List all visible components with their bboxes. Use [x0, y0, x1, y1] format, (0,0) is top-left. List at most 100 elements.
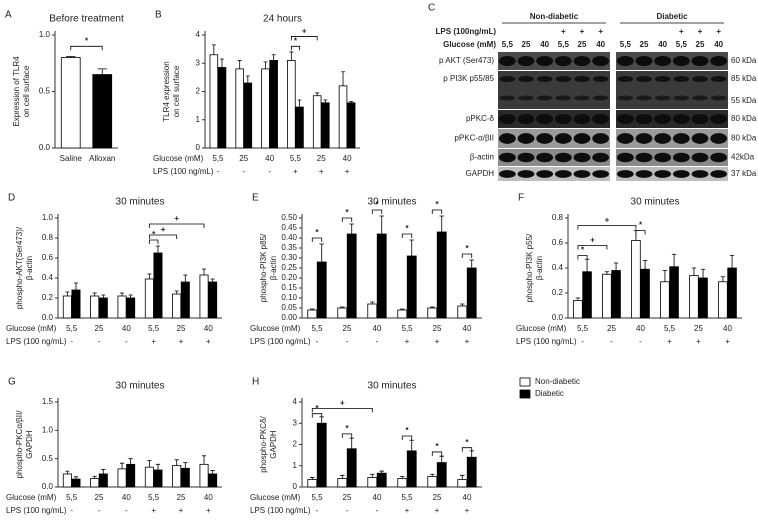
y-tick-label: 2 — [293, 440, 298, 449]
blot-band — [672, 113, 690, 125]
bar — [406, 255, 417, 319]
lps-label: + — [179, 337, 184, 346]
x-tick-label: 25 — [177, 324, 186, 333]
blot-band — [517, 113, 535, 125]
blot-band — [616, 170, 634, 178]
error-bar — [220, 58, 224, 68]
x-tick-label: 25 — [694, 324, 703, 333]
y-tick-label: 0.50 — [281, 213, 297, 222]
lps-label: - — [242, 167, 245, 176]
y-tick-label: 0.2 — [552, 288, 564, 297]
error-bar — [400, 475, 405, 479]
blot-band — [692, 95, 708, 101]
blot-kda: 80 kDa — [731, 134, 757, 143]
y-tick-label: 4 — [293, 397, 298, 406]
bar — [62, 295, 72, 319]
y-tick-label: 0.20 — [281, 273, 297, 282]
blot-strip — [498, 71, 610, 109]
error-bar — [430, 473, 435, 477]
bar — [346, 448, 357, 488]
bar — [338, 85, 348, 149]
significance-bracket — [461, 253, 473, 258]
error-bar — [297, 99, 302, 108]
x-tick-label: 5,5 — [401, 493, 413, 502]
blot-band — [499, 76, 516, 82]
error-bar — [642, 260, 648, 270]
blot-lps: + — [561, 27, 566, 36]
x-row-label: Glucose (mM) — [6, 493, 57, 502]
error-bar — [97, 68, 107, 75]
significance-mark: * — [85, 36, 89, 45]
bar — [669, 266, 679, 319]
blot-band — [654, 55, 672, 67]
x-tick-label: 25 — [343, 324, 352, 333]
panel-letter: E — [252, 193, 259, 204]
blot-band — [518, 95, 534, 101]
bar — [427, 307, 438, 319]
significance-mark: * — [581, 246, 585, 255]
blot-lps: + — [580, 27, 585, 36]
lps-label: - — [376, 506, 379, 515]
blot-band — [692, 76, 708, 82]
lps-label: - — [346, 506, 349, 515]
blot-glucose: 5,5 — [558, 40, 570, 49]
blot-band — [573, 170, 591, 178]
error-bar — [691, 267, 697, 276]
y-tick-label: 0.35 — [281, 243, 297, 252]
x-tick-label: 25 — [433, 324, 442, 333]
significance-mark: + — [590, 236, 595, 245]
error-bar — [469, 450, 474, 458]
y-axis-label: phospho-PI3K p85/ — [259, 233, 268, 302]
lps-label: - — [316, 337, 319, 346]
error-bar — [65, 470, 70, 474]
x-tick-label: 25 — [95, 324, 104, 333]
x-row-label: Glucose (mM) — [250, 324, 301, 333]
bar — [153, 252, 163, 319]
bar — [316, 422, 327, 488]
y-tick-label: 1.0 — [39, 30, 51, 39]
x-tick-label: 25 — [239, 154, 248, 163]
blot-band — [536, 113, 554, 125]
error-bar — [460, 474, 465, 480]
bar — [346, 233, 357, 319]
blot-band — [672, 170, 690, 178]
y-tick-label: 0.05 — [281, 303, 297, 312]
bar — [316, 261, 327, 319]
bar — [62, 473, 72, 488]
x-tick-label: 40 — [204, 493, 213, 502]
error-bar — [323, 99, 328, 103]
blot-row-label: p PI3K p55/85 — [443, 74, 494, 83]
blot-band — [672, 55, 690, 67]
chart-title: 24 hours — [263, 14, 302, 25]
blot-kda: 60 kDa — [731, 56, 757, 65]
x-tick-label: 40 — [463, 493, 472, 502]
y-tick-label: 1.0 — [42, 213, 54, 222]
lps-label: + — [206, 506, 211, 515]
error-bar — [155, 463, 161, 470]
y-axis-label: GAPDH — [269, 430, 278, 459]
blot-band — [673, 76, 690, 82]
y-tick-label: 0.0 — [42, 482, 54, 491]
error-bar — [379, 470, 384, 474]
panel-letter: C — [428, 3, 435, 14]
panel-letter: A — [5, 10, 12, 21]
x-tick-label: 40 — [373, 493, 382, 502]
legend-swatch — [519, 389, 531, 399]
x-tick-label: 40 — [723, 324, 732, 333]
y-tick-label: 0.4 — [552, 263, 564, 272]
blot-band — [536, 133, 554, 144]
x-tick-label: 40 — [343, 154, 352, 163]
x-row-label: LPS (100 ng/mL) — [250, 337, 311, 346]
legend-label: Diabetic — [535, 389, 564, 398]
bar — [660, 281, 670, 319]
error-bar — [155, 245, 161, 253]
lps-label: + — [151, 337, 156, 346]
bar — [144, 466, 154, 488]
bar — [243, 82, 253, 149]
significance-mark: * — [405, 426, 409, 435]
significance-bracket — [341, 217, 353, 222]
blot-band — [616, 113, 634, 125]
x-tick-label: 25 — [433, 493, 442, 502]
x-tick-label: 5,5 — [212, 154, 224, 163]
y-tick-label: 0.6 — [42, 253, 54, 262]
